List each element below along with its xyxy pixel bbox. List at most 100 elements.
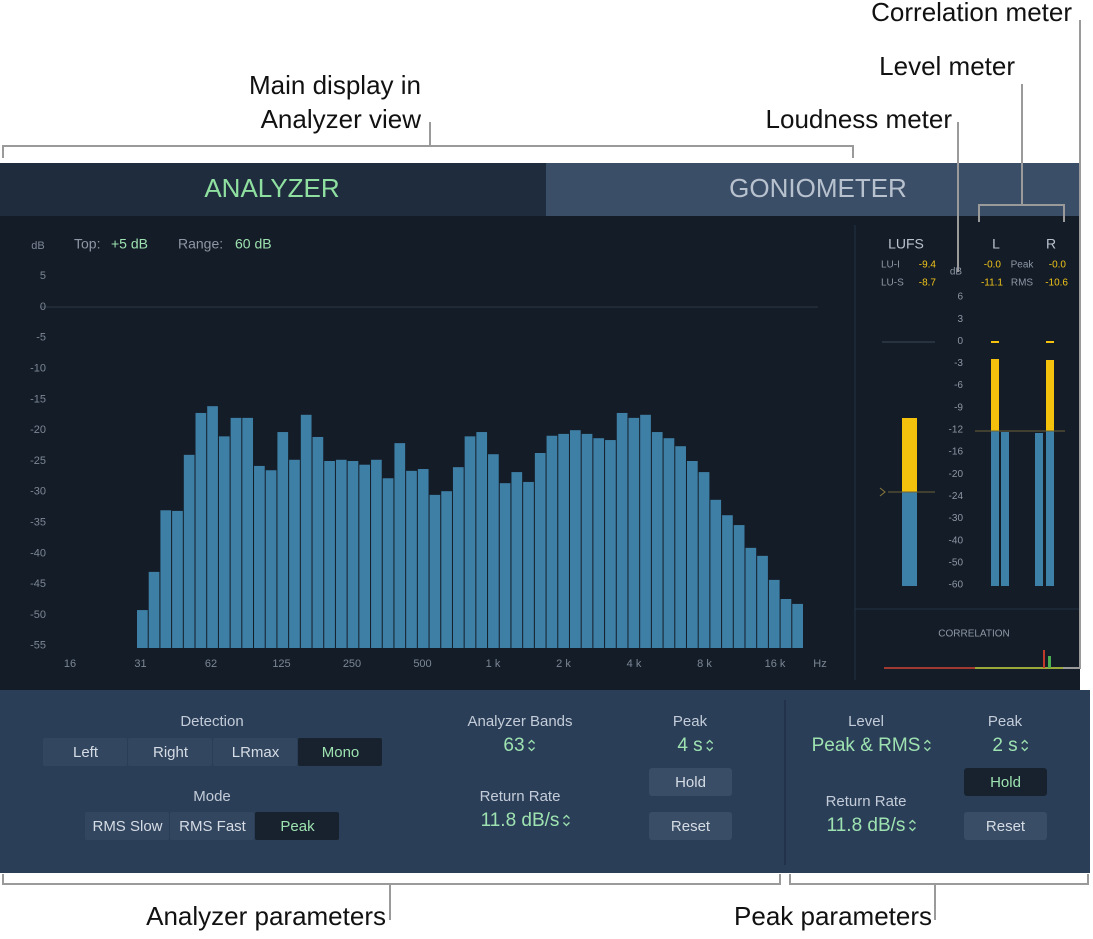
rms-label: RMS (1011, 278, 1034, 289)
segment-button[interactable] (43, 738, 127, 766)
parameter-value[interactable]: 2 s (992, 735, 1017, 756)
stepper-icon[interactable] (562, 814, 570, 827)
spectrum-bar (569, 430, 581, 648)
meter-scale-label: -6 (954, 380, 963, 391)
spectrum-bar (663, 438, 675, 648)
x-tick-label: 16 k (765, 658, 786, 670)
meters (879, 341, 1065, 669)
tab-label[interactable]: ANALYZER (204, 173, 339, 203)
tab-label[interactable]: GONIOMETER (729, 173, 907, 203)
meter-scale-label: -3 (954, 358, 963, 369)
y-tick-label: 0 (40, 301, 46, 313)
segment-label[interactable]: RMS Slow (92, 818, 162, 835)
button[interactable] (964, 812, 1047, 840)
left-label: L (992, 236, 1000, 252)
x-tick-label: 125 (272, 658, 290, 670)
y-tick-label: -5 (36, 332, 46, 344)
y-tick-label: -50 (30, 609, 46, 621)
segment-label[interactable]: Left (73, 744, 99, 761)
spectrum-bar (511, 472, 523, 648)
bracket-analyzer-params (2, 874, 781, 920)
peak-label: Peak (1011, 260, 1035, 271)
stepper-icon[interactable] (923, 739, 931, 752)
stepper-icon[interactable] (706, 739, 714, 752)
spectrum-bar (359, 464, 371, 648)
meter-scale-label: 0 (957, 336, 963, 347)
tab-analyzer[interactable] (0, 163, 546, 216)
spectrum-bar (534, 452, 546, 648)
segment-button[interactable] (128, 738, 212, 766)
spectrum-bar (476, 432, 488, 648)
button-label[interactable]: Reset (671, 818, 711, 835)
spectrum-bar (429, 494, 441, 648)
meter-scale-label: -30 (949, 513, 964, 524)
button[interactable] (649, 812, 732, 840)
spectrum-bar (265, 470, 277, 648)
y-tick-label: -30 (30, 486, 46, 498)
stepper-icon[interactable] (908, 819, 916, 832)
spectrum-bar (593, 438, 605, 648)
button-label[interactable]: Hold (675, 774, 706, 791)
y-tick-label: -45 (30, 578, 46, 590)
segment-label[interactable]: Mono (322, 744, 360, 761)
spectrum-bar (137, 610, 148, 648)
segment-label[interactable]: Right (153, 744, 189, 761)
spectrum-bar (382, 478, 394, 648)
correlation-label: CORRELATION (938, 629, 1010, 640)
level-r-rms (1035, 433, 1043, 586)
segment-label[interactable]: RMS Fast (179, 818, 247, 835)
parameter-label: Return Rate (826, 793, 907, 810)
parameter-label: Return Rate (480, 788, 561, 805)
spectrum-bar (441, 491, 452, 648)
segment-button[interactable] (213, 738, 297, 766)
parameter-value[interactable]: Peak & RMS (812, 735, 921, 756)
parameter-value[interactable]: 11.8 dB/s (827, 815, 906, 836)
segment-button[interactable] (170, 812, 254, 840)
button-label[interactable]: Hold (990, 774, 1021, 791)
parameter-value[interactable]: 4 s (677, 735, 702, 756)
segment-button[interactable] (85, 812, 169, 840)
parameter-panel (0, 690, 1090, 873)
spectrum-bar (616, 412, 628, 648)
button-label[interactable]: Reset (986, 818, 1026, 835)
spectrum-bar (312, 436, 324, 648)
spectrum-bar (324, 461, 335, 648)
parameter-label: Peak (988, 713, 1023, 730)
segment-label[interactable]: Peak (280, 818, 315, 835)
leader-correlation (1063, 20, 1081, 669)
spectrum-bar (347, 461, 359, 648)
y-tick-label: -35 (30, 517, 46, 529)
bracket-peak-params (789, 874, 1089, 920)
spectrum-bar (242, 417, 254, 648)
spectrum-bar (558, 433, 569, 648)
lu-i-label: LU-I (881, 260, 900, 271)
stepper-icon[interactable] (528, 739, 536, 752)
right-label: R (1046, 236, 1056, 252)
parameter-value[interactable]: 11.8 dB/s (481, 810, 560, 831)
spectrum-bar (722, 515, 733, 648)
parameter-label: Peak (673, 713, 708, 730)
button[interactable] (964, 768, 1047, 796)
tab-goniometer[interactable] (546, 163, 1080, 216)
spectrum-bar (628, 417, 640, 648)
meter-scale-label: -60 (949, 580, 964, 591)
y-tick-label: -10 (30, 363, 46, 375)
spectrum-bar (218, 436, 230, 648)
y-tick-label: -55 (30, 640, 46, 652)
top-value[interactable]: +5 dB (111, 236, 148, 252)
annotation: Peak parameters (734, 901, 932, 931)
annotation: Analyzer view (261, 104, 422, 134)
spectrum-bar (523, 481, 534, 648)
range-value[interactable]: 60 dB (235, 236, 272, 252)
meter-scale-label: -9 (954, 402, 963, 413)
segment-button[interactable] (255, 812, 339, 840)
spectrum-bar (172, 510, 183, 648)
segment-button[interactable] (298, 738, 382, 766)
top-label: Top: (74, 236, 100, 252)
segment-label[interactable]: LRmax (232, 744, 280, 761)
parameter-value[interactable]: 63 (503, 735, 524, 756)
parameter-label: Analyzer Bands (467, 713, 572, 730)
spectrum-bar (780, 598, 792, 648)
button[interactable] (649, 768, 732, 796)
stepper-icon[interactable] (1021, 739, 1029, 752)
